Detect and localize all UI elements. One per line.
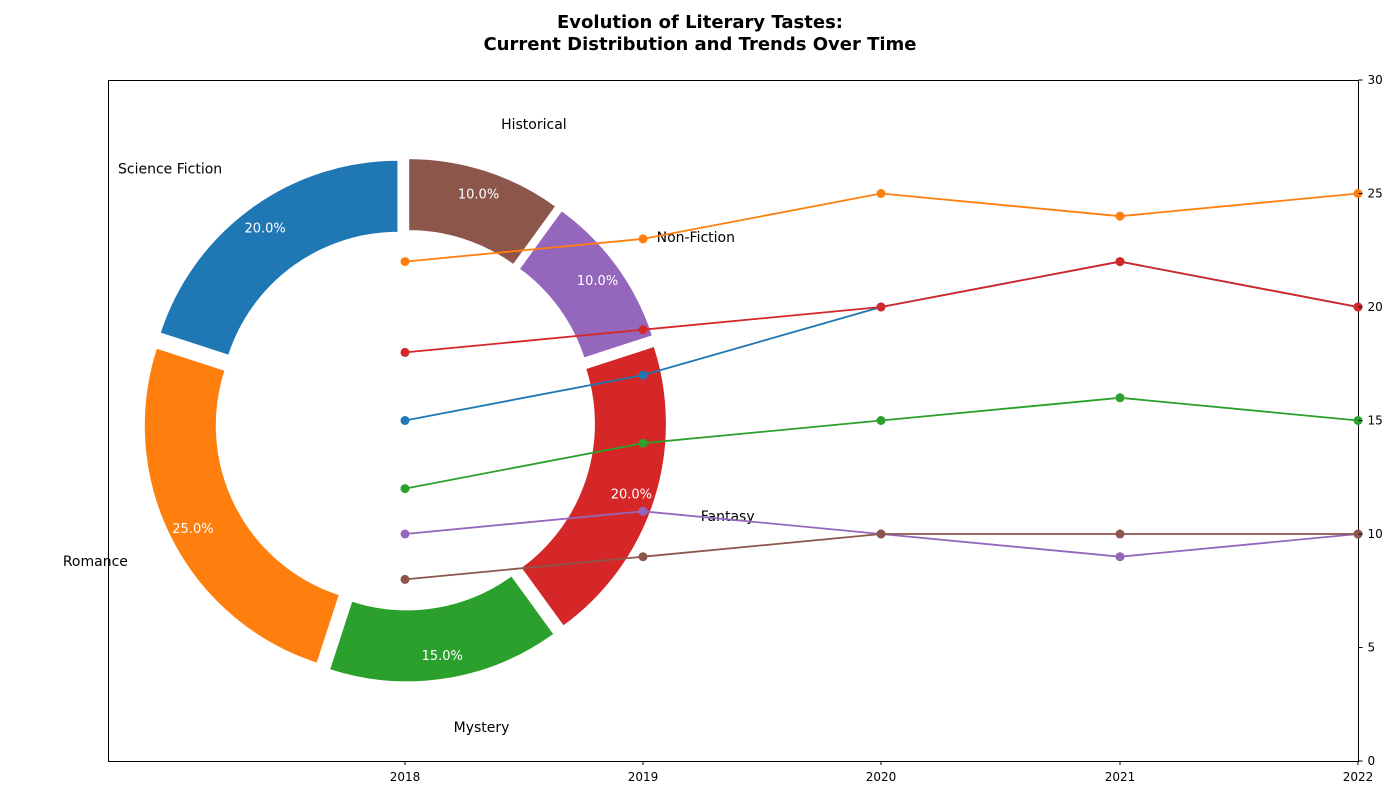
series-2-point bbox=[638, 234, 648, 244]
y-tick-label: 30 bbox=[1368, 73, 1383, 87]
y-tick-label: 25 bbox=[1368, 187, 1383, 201]
series-2-point bbox=[400, 257, 410, 267]
x-tick-label: 2020 bbox=[866, 770, 897, 784]
y-tick-label: 10 bbox=[1368, 527, 1383, 541]
slice-pct-label-romance: 25.0% bbox=[172, 522, 213, 537]
x-axis: 2018 2019 2020 2021 2022 bbox=[390, 761, 1374, 784]
series-6-point bbox=[638, 552, 648, 562]
series-5-point bbox=[1115, 552, 1125, 562]
slice-historical bbox=[408, 158, 557, 266]
series-3-point bbox=[1353, 416, 1363, 425]
slice-fantasy bbox=[520, 345, 667, 627]
slice-pct-label-historical: 10.0% bbox=[458, 188, 499, 203]
series-4-point bbox=[876, 302, 886, 312]
series-4-point bbox=[1353, 302, 1363, 312]
slice-romance bbox=[143, 347, 340, 664]
y-tick-label: 0 bbox=[1368, 754, 1376, 768]
slice-mystery bbox=[328, 575, 555, 683]
y-tick-label: 5 bbox=[1368, 641, 1376, 655]
series-3-point bbox=[876, 416, 886, 425]
slice-label-non-fiction: Non-Fiction bbox=[657, 230, 735, 246]
series-line-3 bbox=[404, 396, 1359, 490]
series-2-point bbox=[876, 189, 886, 198]
x-tick-label: 2022 bbox=[1343, 770, 1374, 784]
series-2-point bbox=[1115, 211, 1125, 221]
series-3-point bbox=[638, 438, 648, 448]
slice-label-science-fiction: Science Fiction bbox=[118, 161, 222, 177]
chart-title-line-1: Evolution of Literary Tastes: bbox=[557, 12, 843, 33]
series-1-point bbox=[638, 370, 648, 380]
series-3-point bbox=[1115, 393, 1125, 403]
series-4-point bbox=[400, 347, 410, 357]
chart-title: Evolution of Literary Tastes: Current Di… bbox=[0, 12, 1400, 56]
slice-pct-label-fantasy: 20.0% bbox=[611, 488, 652, 503]
series-5-point bbox=[638, 506, 648, 516]
series-3-point bbox=[400, 484, 410, 494]
slice-label-romance: Romance bbox=[63, 554, 128, 570]
series-6-point bbox=[1353, 529, 1363, 539]
slice-label-mystery: Mystery bbox=[454, 720, 510, 736]
series-6-point bbox=[876, 529, 886, 539]
slice-pct-label-science-fiction: 20.0% bbox=[244, 221, 285, 236]
donut-chart: 20.0% Science Fiction 25.0% Romance 15.0% Mys… bbox=[63, 117, 755, 736]
slice-pct-label-mystery: 15.0% bbox=[422, 649, 463, 664]
series-4-point bbox=[1115, 257, 1125, 267]
chart-title-line-2: Current Distribution and Trends Over Tim… bbox=[483, 34, 917, 55]
slice-science-fiction bbox=[159, 159, 399, 356]
line-chart bbox=[400, 189, 1363, 584]
x-tick-label: 2021 bbox=[1105, 770, 1136, 784]
x-tick-label: 2019 bbox=[628, 770, 659, 784]
slice-label-historical: Historical bbox=[501, 117, 567, 133]
series-5-point bbox=[400, 529, 410, 539]
series-1-point bbox=[400, 416, 410, 425]
series-6-point bbox=[1115, 529, 1125, 539]
y-axis-right: 0 5 10 15 20 25 30 bbox=[1358, 73, 1383, 768]
series-6-point bbox=[400, 574, 410, 584]
y-tick-label: 20 bbox=[1368, 300, 1383, 314]
series-4-point bbox=[638, 325, 648, 335]
slice-pct-label-non-fiction: 10.0% bbox=[577, 274, 618, 289]
y-tick-label: 15 bbox=[1368, 414, 1383, 428]
x-tick-label: 2018 bbox=[390, 770, 421, 784]
series-2-point bbox=[1353, 189, 1363, 198]
